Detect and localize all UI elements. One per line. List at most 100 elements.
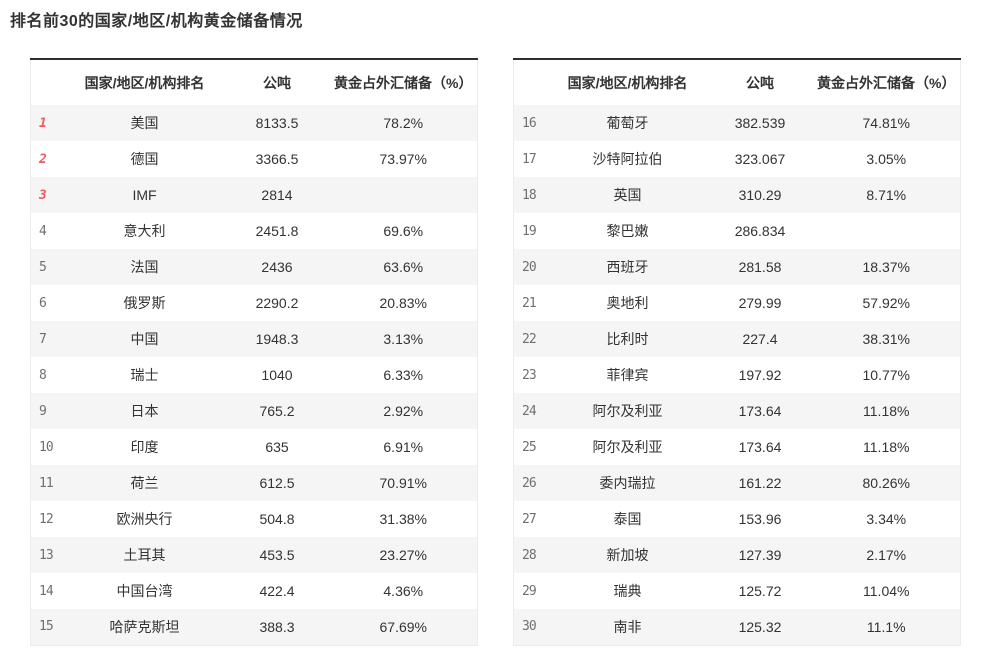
tonnes-cell: 125.32 (738, 618, 782, 635)
country-cell: 泰国 (613, 511, 642, 527)
country-cell: 葡萄牙 (606, 115, 649, 131)
percent-cell: 11.18% (863, 403, 910, 419)
rank-cell: 21 (522, 295, 537, 311)
table-row: 21 奥地利 279.99 57.92% (513, 285, 961, 321)
column-header: 国家/地区/机构排名 (64, 59, 225, 105)
percent-cell: 74.81% (862, 115, 910, 131)
country-cell: 日本 (130, 403, 159, 419)
column-header: 公吨 (707, 59, 813, 105)
table-row: 24 阿尔及利亚 173.64 11.18% (513, 393, 961, 429)
table-row: 5 法国 2436 63.6% (30, 249, 478, 285)
table-row: 18 英国 310.29 8.71% (513, 177, 961, 213)
rank-cell: 8 (39, 367, 47, 383)
table-row: 28 新加坡 127.39 2.17% (513, 537, 961, 573)
tonnes-cell: 173.64 (738, 439, 782, 455)
country-cell: 德国 (130, 151, 159, 167)
tonnes-cell: 197.92 (738, 367, 782, 383)
header-row: 国家/地区/机构排名 公吨 黄金占外汇储备（%） (30, 59, 478, 105)
table-row: 25 阿尔及利亚 173.64 11.18% (513, 429, 961, 465)
rank-cell: 19 (522, 223, 537, 239)
percent-cell: 11.18% (863, 439, 910, 455)
percent-cell: 3.05% (866, 151, 907, 167)
rank-cell: 30 (522, 619, 537, 635)
rank-cell: 20 (522, 259, 537, 275)
percent-cell: 8.71% (866, 187, 907, 203)
rank-cell: 22 (522, 331, 537, 347)
percent-cell: 2.17% (866, 547, 907, 563)
percent-cell: 78.2% (383, 115, 424, 131)
header-row: 国家/地区/机构排名 公吨 黄金占外汇储备（%） (513, 59, 961, 105)
column-header: 黄金占外汇储备（%） (329, 59, 478, 105)
percent-cell: 69.6% (383, 223, 424, 239)
table-row: 4 意大利 2451.8 69.6% (30, 213, 478, 249)
table-row: 9 日本 765.2 2.92% (30, 393, 478, 429)
country-cell: 阿尔及利亚 (592, 439, 663, 455)
rank-cell: 17 (522, 151, 537, 167)
percent-cell: 23.27% (379, 547, 427, 563)
table-row: 13 土耳其 453.5 23.27% (30, 537, 478, 573)
table-row: 22 比利时 227.4 38.31% (513, 321, 961, 357)
rank-cell: 3 (39, 187, 47, 203)
country-cell: 英国 (613, 187, 642, 203)
rank-column-header (30, 59, 65, 105)
tonnes-cell: 323.067 (734, 151, 786, 167)
table-row: 1 美国 8133.5 78.2% (30, 105, 478, 141)
rank-cell: 5 (39, 259, 47, 275)
table-row: 26 委内瑞拉 161.22 80.26% (513, 465, 961, 501)
percent-cell: 80.26% (862, 475, 910, 491)
tonnes-cell: 1040 (261, 367, 293, 383)
percent-cell: 38.31% (862, 331, 910, 347)
rank-cell: 16 (522, 115, 537, 131)
tonnes-cell: 422.4 (259, 583, 295, 599)
table-row: 8 瑞士 1040 6.33% (30, 357, 478, 393)
tonnes-cell: 765.2 (259, 403, 295, 419)
rank-cell: 28 (522, 547, 537, 563)
country-cell: IMF (132, 187, 157, 203)
rank-cell: 18 (522, 187, 537, 203)
rank-cell: 26 (522, 475, 537, 491)
country-cell: 欧洲央行 (116, 511, 173, 527)
column-header: 国家/地区/机构排名 (547, 59, 708, 105)
gold-reserves-table-right: 国家/地区/机构排名 公吨 黄金占外汇储备（%） 16 葡萄牙 382.539 74.81… (513, 58, 961, 646)
country-cell: 美国 (130, 115, 159, 131)
rank-cell: 7 (39, 331, 47, 347)
country-cell: 瑞典 (613, 583, 642, 599)
tonnes-cell: 227.4 (742, 331, 778, 347)
table-row: 23 菲律宾 197.92 10.77% (513, 357, 961, 393)
table-row: 3 IMF 2814 (30, 177, 478, 213)
table-row: 29 瑞典 125.72 11.04% (513, 573, 961, 609)
percent-cell: 11.04% (863, 583, 910, 599)
tonnes-cell: 2451.8 (255, 223, 299, 239)
table-row: 15 哈萨克斯坦 388.3 67.69% (30, 609, 478, 645)
tonnes-cell: 382.539 (734, 115, 786, 131)
tables-container: 国家/地区/机构排名 公吨 黄金占外汇储备（%） 1 美国 8133.5 78.2% 2 德国… (30, 58, 979, 646)
table-row: 30 南非 125.32 11.1% (513, 609, 961, 645)
tonnes-cell: 635 (265, 439, 289, 455)
table-body: 16 葡萄牙 382.539 74.81% 17 沙特阿拉伯 323.067 3.05% 18 英… (513, 105, 961, 645)
rank-cell: 9 (39, 403, 47, 419)
country-cell: 意大利 (123, 223, 166, 239)
rank-cell: 23 (522, 367, 537, 383)
rank-cell: 12 (39, 511, 54, 527)
country-cell: 荷兰 (130, 475, 159, 491)
column-header: 公吨 (224, 59, 330, 105)
rank-cell: 29 (522, 583, 537, 599)
country-cell: 印度 (130, 439, 159, 455)
gold-reserves-table-left: 国家/地区/机构排名 公吨 黄金占外汇储备（%） 1 美国 8133.5 78.2% 2 德国… (30, 58, 478, 646)
tonnes-cell: 2814 (261, 187, 293, 203)
tonnes-cell: 612.5 (259, 475, 295, 491)
table-row: 14 中国台湾 422.4 4.36% (30, 573, 478, 609)
tonnes-cell: 2436 (261, 259, 293, 275)
rank-cell: 14 (39, 583, 54, 599)
column-header: 黄金占外汇储备（%） (812, 59, 961, 105)
rank-cell: 4 (39, 223, 47, 239)
percent-cell: 11.1% (866, 618, 906, 635)
percent-cell: 63.6% (383, 259, 424, 275)
percent-cell: 18.37% (862, 259, 910, 275)
country-cell: 沙特阿拉伯 (592, 151, 663, 167)
table-row: 11 荷兰 612.5 70.91% (30, 465, 478, 501)
tonnes-cell: 388.3 (259, 618, 295, 635)
rank-cell: 10 (39, 439, 54, 455)
country-cell: 俄罗斯 (123, 295, 166, 311)
